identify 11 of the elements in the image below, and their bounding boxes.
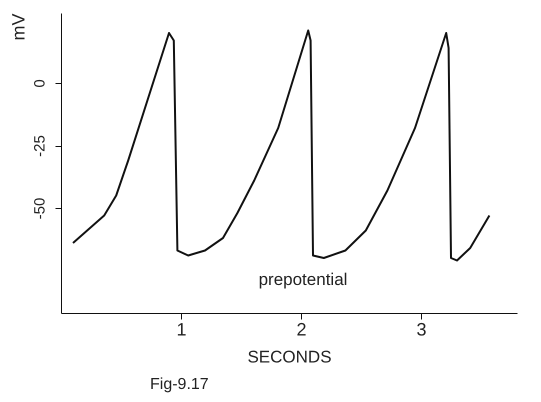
y-tick-label: 0 [32, 79, 48, 88]
line-series [72, 30, 490, 262]
y-tick-label: -50 [32, 198, 48, 220]
x-axis-title: SECONDS [247, 348, 332, 366]
x-tick-label: 2 [296, 320, 307, 340]
x-tick-label: 3 [416, 320, 427, 340]
y-tick-label: -25 [32, 135, 48, 157]
annotation: prepotential [258, 270, 348, 289]
text: Fig-9.17 [150, 376, 209, 394]
y-axis-title: mV [8, 14, 28, 40]
x-tick-label: 1 [176, 320, 187, 340]
